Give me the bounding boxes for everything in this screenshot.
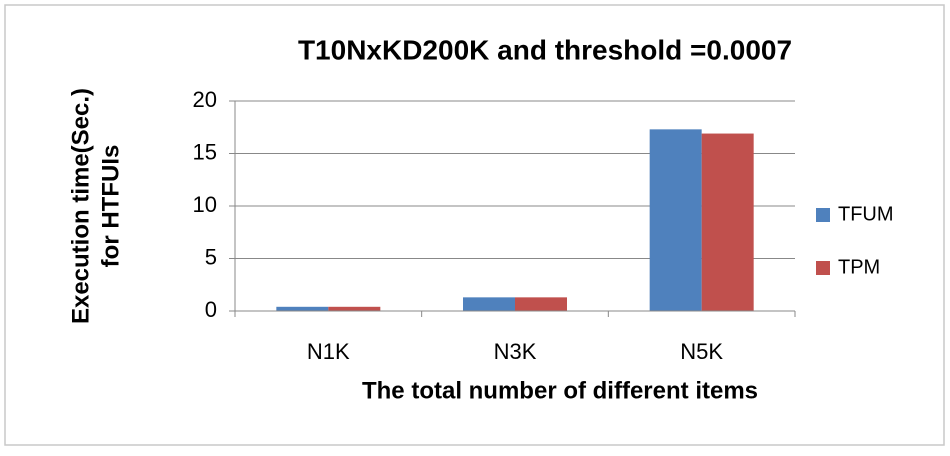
legend-label: TPM [838,256,880,278]
chart-title: T10NxKD200K and threshold =0.0007 [298,34,792,65]
y-tick-label: 10 [193,192,217,217]
y-tick-label: 20 [193,87,217,112]
y-tick-label: 5 [205,244,217,269]
y-axis-label: Execution time(Sec.) [67,88,94,324]
y-tick-label: 0 [205,297,217,322]
x-tick-label: N5K [680,339,723,364]
bar [276,306,329,311]
bar [463,297,515,311]
bar [328,306,381,311]
y-axis-label: for HTFUIs [97,145,124,268]
legend-label: TFUM [838,203,894,225]
y-tick-label: 15 [193,139,217,164]
x-axis-label: The total number of different items [362,377,758,404]
chart-border [4,4,945,446]
bar [515,297,567,311]
x-tick-label: N3K [494,339,537,364]
legend-swatch [816,208,830,222]
bar [701,133,754,311]
bar [649,129,702,311]
legend-swatch [816,261,830,275]
x-tick-label: N1K [307,339,350,364]
